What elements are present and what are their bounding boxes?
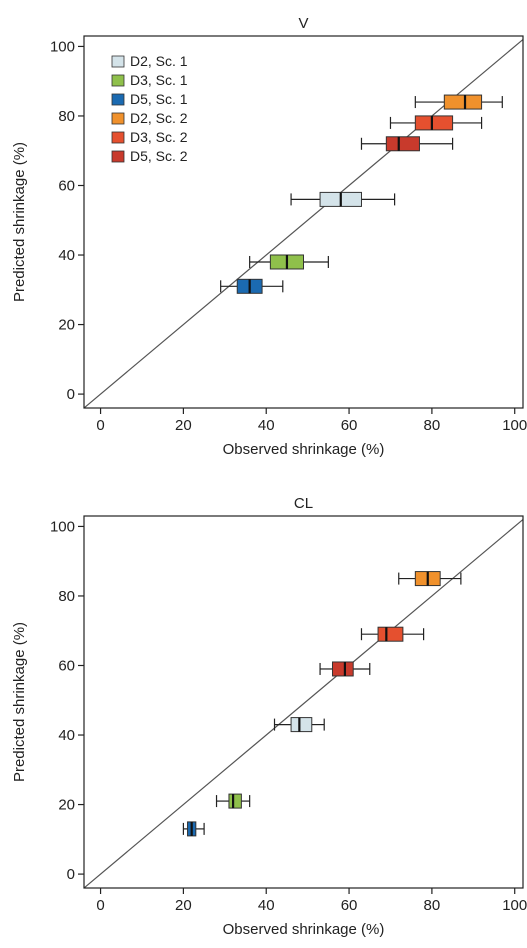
- x-tick-label: 40: [258, 417, 275, 434]
- legend-swatch: [111, 131, 125, 144]
- legend-swatch: [111, 150, 125, 163]
- box-d3-sc-2: [389, 115, 483, 131]
- legend-label: D3, Sc. 1: [130, 72, 188, 88]
- y-tick-label: 80: [58, 108, 75, 125]
- box-rect: [290, 717, 313, 733]
- box-d3-sc-1: [249, 254, 329, 270]
- plot-frame: [83, 515, 524, 889]
- box-d2-sc-2: [414, 94, 503, 110]
- legend-swatch: [111, 74, 125, 87]
- box-rect: [385, 136, 420, 152]
- x-tick-label: 20: [175, 417, 192, 434]
- legend-swatch: [111, 93, 125, 106]
- x-tick-label: 80: [424, 417, 441, 434]
- panel-title: CL: [294, 495, 313, 512]
- y-tick-label: 20: [58, 797, 75, 814]
- box-rect: [331, 661, 354, 677]
- legend-swatch: [111, 112, 125, 125]
- legend-label: D3, Sc. 2: [130, 129, 188, 145]
- x-tick-label: 40: [258, 897, 275, 914]
- box-rect: [377, 626, 404, 642]
- plot-frame: [83, 35, 524, 409]
- identity-line: [84, 518, 523, 888]
- y-axis-title: Predicted shrinkage (%): [11, 622, 28, 782]
- x-tick-label: 100: [502, 417, 527, 434]
- legend: D2, Sc. 1 D3, Sc. 1 D5, Sc. 1 D2, Sc. 2 D3, …: [111, 53, 188, 164]
- y-tick-label: 80: [58, 588, 75, 605]
- box-d5-sc-2: [360, 136, 454, 152]
- y-tick-label: 60: [58, 657, 75, 674]
- x-tick-label: 60: [341, 897, 358, 914]
- legend-label: D2, Sc. 2: [130, 110, 188, 126]
- x-tick-label: 80: [424, 897, 441, 914]
- y-tick-label: 0: [67, 866, 75, 883]
- legend-label: D5, Sc. 2: [130, 148, 188, 164]
- box-d5-sc-1: [182, 821, 205, 837]
- box-rect: [414, 115, 454, 131]
- x-tick-label: 100: [502, 897, 527, 914]
- legend-label: D5, Sc. 1: [130, 91, 188, 107]
- box-d3-sc-2: [360, 626, 425, 642]
- y-tick-label: 20: [58, 317, 75, 334]
- y-tick-label: 100: [50, 518, 75, 535]
- box-rect: [228, 793, 242, 809]
- x-axis-title: Observed shrinkage (%): [223, 441, 385, 458]
- box-d3-sc-1: [215, 793, 251, 809]
- y-axis-title: Predicted shrinkage (%): [11, 142, 28, 302]
- box-d5-sc-2: [319, 661, 371, 677]
- x-tick-label: 0: [96, 897, 104, 914]
- y-tick-label: 0: [67, 386, 75, 403]
- x-axis-title: Observed shrinkage (%): [223, 921, 385, 938]
- y-tick-label: 60: [58, 177, 75, 194]
- legend-label: D2, Sc. 1: [130, 53, 188, 69]
- panel-2: CL 0 20 40 60 80 100 0 20 40 60 80 100 Observed shrin…: [11, 495, 527, 938]
- y-tick-label: 40: [58, 247, 75, 264]
- legend-swatch: [111, 55, 125, 68]
- panel-title: V: [298, 15, 308, 32]
- box-rect: [443, 94, 483, 110]
- y-tick-label: 40: [58, 727, 75, 744]
- y-tick-label: 100: [50, 38, 75, 55]
- box-d5-sc-1: [220, 278, 284, 294]
- box-d2-sc-1: [273, 717, 325, 733]
- x-tick-label: 20: [175, 897, 192, 914]
- box-d2-sc-2: [398, 571, 462, 587]
- box-d2-sc-1: [290, 191, 396, 207]
- x-tick-label: 60: [341, 417, 358, 434]
- panel-1: V 0 20 40 60 80 100 0 20 40 60 80 100 Observed shrink…: [11, 15, 527, 458]
- x-tick-label: 0: [96, 417, 104, 434]
